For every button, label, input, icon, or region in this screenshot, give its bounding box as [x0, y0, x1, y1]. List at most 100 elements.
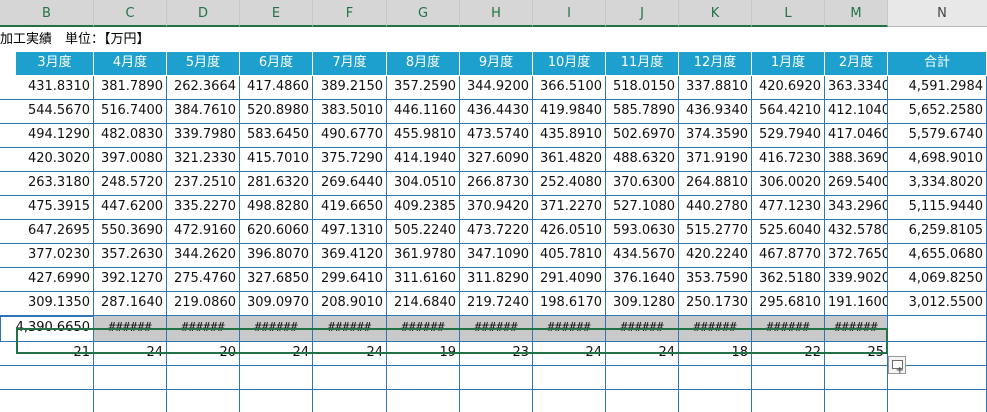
header-cell[interactable]: 9月度 [460, 52, 533, 76]
count-cell[interactable]: 22 [752, 342, 825, 366]
empty-cell[interactable] [888, 390, 987, 412]
data-cell[interactable]: 4,698.9010 [888, 148, 987, 172]
data-cell[interactable]: 383.5010 [313, 100, 387, 124]
data-cell[interactable]: 306.0020 [752, 172, 825, 196]
empty-cell[interactable] [752, 366, 825, 390]
data-cell[interactable]: 409.2385 [387, 196, 460, 220]
data-cell[interactable]: 198.6170 [533, 292, 606, 316]
data-cell[interactable]: 374.3590 [679, 124, 752, 148]
data-cell[interactable]: 362.5180 [752, 268, 825, 292]
data-cell[interactable]: 420.6920 [752, 76, 825, 100]
data-cell[interactable]: 525.6040 [752, 220, 825, 244]
data-cell[interactable]: 518.0150 [606, 76, 679, 100]
header-cell[interactable]: 6月度 [240, 52, 313, 76]
data-cell[interactable]: 477.1230 [752, 196, 825, 220]
data-cell[interactable]: 370.9420 [460, 196, 533, 220]
count-cell[interactable]: 21 [0, 342, 94, 366]
data-cell[interactable]: 388.3690 [825, 148, 888, 172]
data-cell[interactable]: 344.9200 [460, 76, 533, 100]
empty-cell[interactable] [752, 390, 825, 412]
data-cell[interactable]: 309.0970 [240, 292, 313, 316]
data-cell[interactable]: 389.2150 [313, 76, 387, 100]
data-cell[interactable]: 482.0830 [94, 124, 167, 148]
data-cell[interactable]: 321.2330 [167, 148, 240, 172]
empty-cell[interactable] [679, 366, 752, 390]
data-cell[interactable]: 248.5720 [94, 172, 167, 196]
data-cell[interactable]: 250.1730 [679, 292, 752, 316]
data-cell[interactable]: 219.0860 [167, 292, 240, 316]
column-header-H[interactable]: H [460, 0, 533, 27]
empty-cell[interactable] [679, 390, 752, 412]
data-cell[interactable]: 375.7290 [313, 148, 387, 172]
header-cell[interactable]: 4月度 [94, 52, 167, 76]
data-cell[interactable]: 415.7010 [240, 148, 313, 172]
data-cell[interactable]: 427.6990 [0, 268, 94, 292]
total-cell-overflow[interactable]: ###### [606, 316, 679, 342]
empty-cell[interactable] [825, 390, 888, 412]
header-cell[interactable]: 3月度 [16, 52, 94, 76]
data-cell[interactable]: 432.5780 [825, 220, 888, 244]
count-cell[interactable]: 23 [460, 342, 533, 366]
data-cell[interactable]: 377.0230 [0, 244, 94, 268]
column-header-L[interactable]: L [752, 0, 825, 27]
data-cell[interactable]: 291.4090 [533, 268, 606, 292]
data-cell[interactable]: 295.6810 [752, 292, 825, 316]
count-cell[interactable]: 24 [94, 342, 167, 366]
data-cell[interactable]: 371.2270 [533, 196, 606, 220]
data-cell[interactable]: 370.6300 [606, 172, 679, 196]
data-cell[interactable]: 414.1940 [387, 148, 460, 172]
data-cell[interactable]: 262.3664 [167, 76, 240, 100]
column-header-J[interactable]: J [606, 0, 679, 27]
empty-cell[interactable] [167, 390, 240, 412]
data-cell[interactable]: 335.2270 [167, 196, 240, 220]
empty-cell[interactable] [387, 390, 460, 412]
column-header-C[interactable]: C [94, 0, 167, 27]
data-cell[interactable]: 527.1080 [606, 196, 679, 220]
empty-cell[interactable] [94, 390, 167, 412]
empty-cell[interactable] [460, 390, 533, 412]
count-cell[interactable]: 24 [313, 342, 387, 366]
column-header-F[interactable]: F [313, 0, 387, 27]
total-cell[interactable]: 4,390.6650 [0, 316, 94, 342]
data-cell[interactable]: 502.6970 [606, 124, 679, 148]
data-cell[interactable]: 357.2590 [387, 76, 460, 100]
total-cell-overflow[interactable]: ###### [313, 316, 387, 342]
data-cell[interactable]: 416.7230 [752, 148, 825, 172]
data-cell[interactable]: 4,069.8250 [888, 268, 987, 292]
data-cell[interactable]: 455.9810 [387, 124, 460, 148]
column-header-E[interactable]: E [240, 0, 313, 27]
data-cell[interactable]: 497.1310 [313, 220, 387, 244]
total-cell-overflow[interactable] [888, 316, 987, 342]
empty-cell[interactable] [94, 366, 167, 390]
data-cell[interactable]: 593.0630 [606, 220, 679, 244]
data-cell[interactable]: 5,115.9440 [888, 196, 987, 220]
data-cell[interactable]: 3,012.5500 [888, 292, 987, 316]
data-cell[interactable]: 505.2240 [387, 220, 460, 244]
header-cell[interactable]: 5月度 [167, 52, 240, 76]
data-cell[interactable]: 434.5670 [606, 244, 679, 268]
total-cell-overflow[interactable]: ###### [387, 316, 460, 342]
data-cell[interactable]: 472.9160 [167, 220, 240, 244]
data-cell[interactable]: 520.8980 [240, 100, 313, 124]
data-cell[interactable]: 473.5740 [460, 124, 533, 148]
empty-cell[interactable] [825, 366, 888, 390]
data-cell[interactable]: 281.6320 [240, 172, 313, 196]
data-cell[interactable]: 475.3915 [0, 196, 94, 220]
count-cell[interactable]: 20 [167, 342, 240, 366]
data-cell[interactable]: 361.9780 [387, 244, 460, 268]
data-cell[interactable]: 550.3690 [94, 220, 167, 244]
data-cell[interactable]: 357.2630 [94, 244, 167, 268]
column-header-K[interactable]: K [679, 0, 752, 27]
total-cell-overflow[interactable]: ###### [825, 316, 888, 342]
data-cell[interactable]: 585.7890 [606, 100, 679, 124]
column-header-B[interactable]: B [0, 0, 94, 27]
data-cell[interactable]: 6,259.8105 [888, 220, 987, 244]
header-cell[interactable]: 10月度 [533, 52, 606, 76]
count-cell[interactable]: 19 [387, 342, 460, 366]
data-cell[interactable]: 361.4820 [533, 148, 606, 172]
header-cell[interactable]: 11月度 [606, 52, 679, 76]
empty-cell[interactable] [606, 390, 679, 412]
column-header-N[interactable]: N [888, 0, 987, 27]
data-cell[interactable]: 5,652.2580 [888, 100, 987, 124]
data-cell[interactable]: 435.8910 [533, 124, 606, 148]
